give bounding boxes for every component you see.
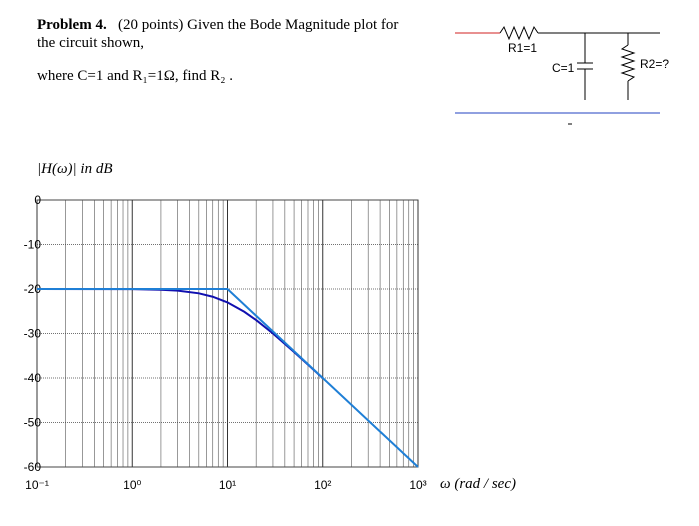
- problem-text: the circuit shown,: [37, 35, 144, 51]
- r1-label: R1=1: [508, 41, 537, 55]
- y-tick-label: -50: [24, 416, 42, 430]
- c-label: C=1: [552, 61, 575, 75]
- y-tick-label: 0: [34, 193, 41, 207]
- circuit: [455, 25, 660, 125]
- problem-heading: Problem 4.: [37, 17, 107, 33]
- y-tick-label: -60: [24, 460, 42, 474]
- y-tick-label: -10: [24, 238, 42, 252]
- x-tick-label: 10¹: [219, 478, 236, 492]
- problem-text: (20 points) Given the Bode Magnitude plo…: [118, 17, 398, 33]
- x-axis-label: ω (rad / sec): [440, 476, 516, 492]
- y-tick-label: -20: [24, 282, 42, 296]
- problem-given: where C=1 and R₁=1Ω, find R₂ .: [37, 68, 233, 84]
- series-line: [37, 288, 419, 468]
- r2-label: R2=?: [640, 57, 669, 71]
- y-axis-label: |H(ω)| in dB: [37, 161, 113, 177]
- x-tick-label: 10⁰: [123, 478, 141, 492]
- y-tick-label: -40: [24, 371, 42, 385]
- x-tick-label: 10³: [409, 478, 426, 492]
- y-tick-label: -30: [24, 327, 42, 341]
- x-tick-label: 10⁻¹: [25, 478, 49, 492]
- x-tick-label: 10²: [314, 478, 331, 492]
